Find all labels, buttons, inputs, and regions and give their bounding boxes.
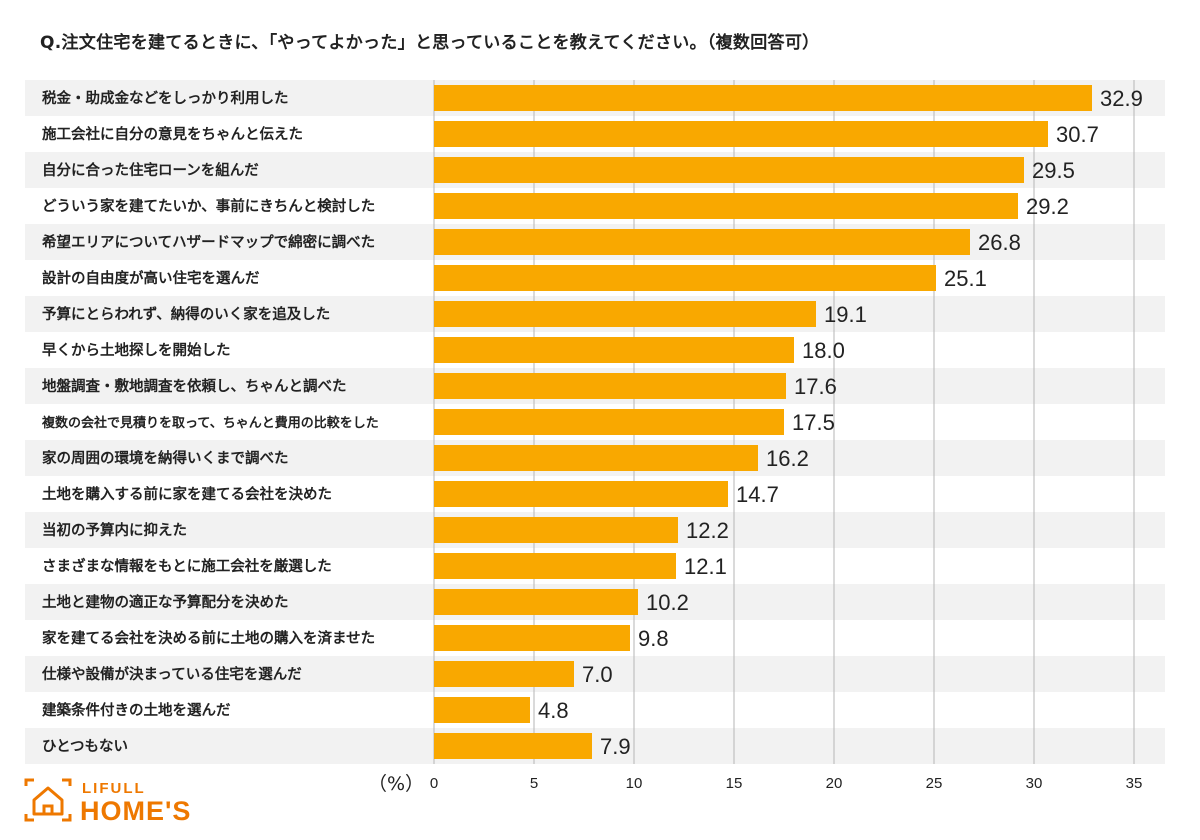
value-label: 12.2 bbox=[686, 518, 729, 543]
category-label: 自分に合った住宅ローンを組んだ bbox=[42, 161, 259, 179]
value-label: 25.1 bbox=[944, 266, 987, 291]
value-label: 14.7 bbox=[736, 482, 779, 507]
category-label: 予算にとらわれず、納得のいく家を追及した bbox=[42, 305, 330, 323]
category-label: 複数の会社で見積りを取って、ちゃんと費用の比較をした bbox=[41, 415, 379, 431]
category-label: 家の周囲の環境を納得いくまで調べた bbox=[42, 449, 289, 467]
bar bbox=[434, 229, 970, 255]
value-label: 7.9 bbox=[600, 734, 631, 759]
bar bbox=[434, 517, 678, 543]
bar bbox=[434, 157, 1024, 183]
bar bbox=[434, 733, 592, 759]
category-label: 家を建てる会社を決める前に土地の購入を済ませた bbox=[42, 629, 375, 647]
value-label: 12.1 bbox=[684, 554, 727, 579]
category-label: 当初の予算内に抑えた bbox=[42, 521, 187, 539]
x-tick-label: 35 bbox=[1126, 775, 1143, 792]
category-label: 建築条件付きの土地を選んだ bbox=[42, 701, 231, 719]
value-label: 9.8 bbox=[638, 626, 669, 651]
category-label: 地盤調査・敷地調査を依頼し、ちゃんと調べた bbox=[42, 377, 347, 395]
category-label: 税金・助成金などをしっかり利用した bbox=[42, 89, 289, 107]
value-label: 29.2 bbox=[1026, 194, 1069, 219]
bar bbox=[434, 589, 638, 615]
house-logo-icon bbox=[24, 778, 72, 822]
bar bbox=[434, 85, 1092, 111]
x-axis-unit-label: （%） bbox=[368, 773, 424, 795]
value-label: 17.6 bbox=[794, 374, 837, 399]
category-label: 希望エリアについてハザードマップで綿密に調べた bbox=[42, 233, 375, 251]
chart-title: Q.注文住宅を建てるときに、「やってよかった」と思っていることを教えてください。… bbox=[40, 33, 820, 53]
value-label: 4.8 bbox=[538, 698, 569, 723]
x-tick-label: 30 bbox=[1026, 775, 1043, 792]
category-label: 早くから土地探しを開始した bbox=[42, 341, 231, 359]
value-label: 17.5 bbox=[792, 410, 835, 435]
bar bbox=[434, 121, 1048, 147]
bar bbox=[434, 445, 758, 471]
bar bbox=[434, 301, 816, 327]
category-label: さまざまな情報をもとに施工会社を厳選した bbox=[42, 557, 332, 575]
value-label: 10.2 bbox=[646, 590, 689, 615]
row-stripe bbox=[25, 728, 1165, 764]
x-tick-label: 25 bbox=[926, 775, 943, 792]
x-tick-label: 5 bbox=[530, 775, 538, 792]
x-tick-label: 0 bbox=[430, 775, 438, 792]
bar bbox=[434, 625, 630, 651]
category-label: 土地と建物の適正な予算配分を決めた bbox=[42, 593, 289, 611]
value-label: 29.5 bbox=[1032, 158, 1075, 183]
bar bbox=[434, 481, 728, 507]
value-label: 26.8 bbox=[978, 230, 1021, 255]
category-label: 設計の自由度が高い住宅を選んだ bbox=[42, 269, 260, 287]
value-label: 16.2 bbox=[766, 446, 809, 471]
category-label: どういう家を建てたいか、事前にきちんと検討した bbox=[42, 197, 375, 215]
bar bbox=[434, 337, 794, 363]
bar bbox=[434, 193, 1018, 219]
lifull-homes-logo: LIFULL HOME'S bbox=[22, 772, 222, 828]
bar bbox=[434, 697, 530, 723]
bar bbox=[434, 661, 574, 687]
x-tick-label: 10 bbox=[626, 775, 643, 792]
category-label: ひとつもない bbox=[42, 738, 128, 755]
bar bbox=[434, 553, 676, 579]
category-label: 仕様や設備が決まっている住宅を選んだ bbox=[41, 665, 302, 683]
logo-text-homes: HOME'S bbox=[80, 796, 192, 826]
value-label: 18.0 bbox=[802, 338, 845, 363]
bar bbox=[434, 373, 786, 399]
x-tick-label: 15 bbox=[726, 775, 743, 792]
category-label: 施工会社に自分の意見をちゃんと伝えた bbox=[42, 125, 303, 143]
value-label: 19.1 bbox=[824, 302, 867, 327]
value-label: 32.9 bbox=[1100, 86, 1143, 111]
value-label: 30.7 bbox=[1056, 122, 1099, 147]
value-label: 7.0 bbox=[582, 662, 613, 687]
row-stripe bbox=[25, 656, 1165, 692]
category-label: 土地を購入する前に家を建てる会社を決めた bbox=[42, 485, 332, 503]
bar bbox=[434, 409, 784, 435]
bar bbox=[434, 265, 936, 291]
x-tick-label: 20 bbox=[826, 775, 843, 792]
logo-text-lifull: LIFULL bbox=[82, 780, 146, 797]
